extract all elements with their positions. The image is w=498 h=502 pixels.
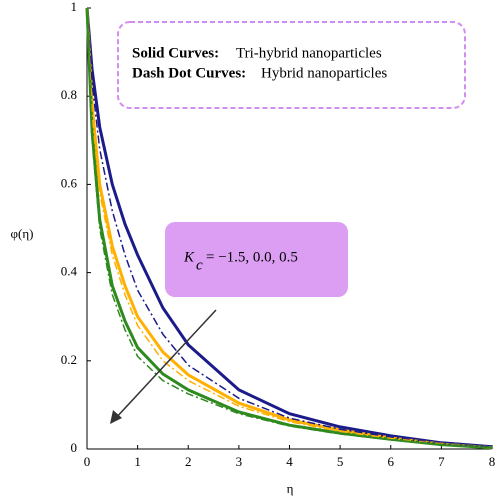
parameter-box: [165, 222, 348, 297]
x-tick-label: 7: [438, 454, 445, 469]
y-tick-label: 1: [71, 0, 78, 14]
x-tick-label: 3: [236, 454, 243, 469]
x-tick-label: 6: [388, 454, 395, 469]
arrow-head: [110, 410, 122, 424]
y-axis-label: φ(η): [11, 226, 34, 241]
parameter-subscript: c: [196, 257, 203, 273]
dash-text: Hybrid nanoparticles: [261, 65, 387, 81]
parameter-text: = −1.5, 0.0, 0.5: [206, 249, 298, 265]
dash-label: Dash Dot Curves:: [132, 65, 246, 81]
y-tick-label: 0.6: [61, 175, 78, 190]
curve: [86, 7, 493, 449]
legend-box: [117, 21, 466, 109]
curve: [86, 7, 493, 448]
x-tick-label: 2: [185, 454, 192, 469]
x-tick-label: 5: [337, 454, 344, 469]
x-axis-label: η: [287, 481, 294, 496]
parameter-symbol: K: [183, 249, 195, 265]
y-tick-label: 0.4: [61, 264, 78, 279]
solid-text: Tri-hybrid nanoparticles: [236, 45, 382, 61]
solid-label: Solid Curves:: [132, 45, 219, 61]
curve: [85, 7, 493, 449]
curve: [85, 7, 493, 450]
x-tick-label: 0: [84, 454, 91, 469]
y-tick-label: 0.2: [61, 352, 77, 367]
y-tick-label: 0: [71, 440, 78, 455]
x-tick-label: 8: [489, 454, 496, 469]
x-tick-label: 4: [286, 454, 293, 469]
arrow: [113, 309, 217, 421]
curve: [86, 7, 493, 449]
x-tick-label: 1: [134, 454, 141, 469]
y-tick-label: 0.8: [61, 87, 77, 102]
